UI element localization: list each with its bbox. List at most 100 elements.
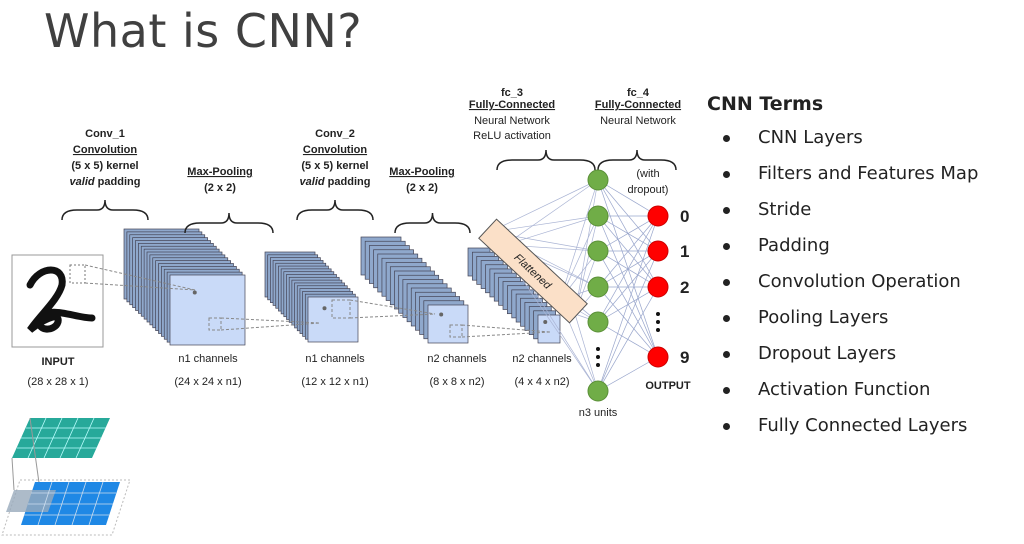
conv2-feature-maps [360, 236, 469, 344]
term-item: CNN Layers [707, 123, 978, 159]
connection [597, 215, 659, 323]
connection [597, 179, 659, 252]
svg-text:n2 channels: n2 channels [427, 353, 487, 365]
bullet-icon [723, 207, 730, 214]
svg-text:OUTPUT: OUTPUT [645, 380, 691, 392]
input-dims: (28 x 28 x 1) [27, 376, 88, 388]
svg-text:valid padding: valid padding [300, 176, 371, 188]
svg-text:(5 x 5) kernel: (5 x 5) kernel [301, 160, 368, 172]
term-label: Stride [758, 199, 812, 220]
convolution-animation-illustration [1, 417, 131, 536]
term-item: Filters and Features Map [707, 159, 978, 195]
term-label: CNN Layers [758, 127, 863, 148]
conv1-label: Conv_1 Convolution (5 x 5) kernel valid … [70, 128, 141, 188]
svg-text:n1 channels: n1 channels [178, 353, 238, 365]
svg-text:(5 x 5) kernel: (5 x 5) kernel [71, 160, 138, 172]
output-node [647, 240, 669, 262]
term-label: Activation Function [758, 379, 931, 400]
output-node [647, 205, 669, 227]
brace [61, 199, 149, 221]
output-label: 0 [680, 207, 689, 226]
svg-text:(24 x 24 x n1): (24 x 24 x n1) [174, 376, 241, 388]
input-label: INPUT [42, 356, 75, 368]
output-label: 9 [680, 348, 689, 367]
ellipsis-dot [596, 347, 600, 351]
svg-text:fc_4: fc_4 [627, 87, 650, 99]
term-label: Padding [758, 235, 830, 256]
hidden-node [587, 380, 609, 402]
connection [597, 215, 659, 252]
svg-text:ReLU activation: ReLU activation [473, 130, 551, 142]
hidden-node [587, 240, 609, 262]
term-label: Filters and Features Map [758, 163, 979, 184]
bullet-icon [723, 351, 730, 358]
svg-text:valid padding: valid padding [70, 176, 141, 188]
svg-text:(8 x 8 x n2): (8 x 8 x n2) [429, 376, 484, 388]
svg-text:Fully-Connected: Fully-Connected [469, 99, 555, 111]
svg-text:Max-Pooling: Max-Pooling [187, 166, 252, 178]
connection [597, 250, 659, 392]
term-label: Dropout Layers [758, 343, 897, 364]
output-node [647, 276, 669, 298]
ellipsis-dot [596, 363, 600, 367]
pool1-label: Max-Pooling (2 x 2) [187, 166, 252, 194]
connection [597, 250, 659, 323]
svg-text:Fully-Connected: Fully-Connected [595, 99, 681, 111]
terms-list: CNN Layers Filters and Features Map Stride… [707, 123, 978, 447]
fc4-label: fc_4 Fully-Connected Neural Network (wit… [595, 87, 681, 196]
hidden-node [587, 311, 609, 333]
terms-heading: CNN Terms [707, 93, 824, 115]
bullet-icon [723, 243, 730, 250]
layer-captions: n1 channels (24 x 24 x n1) n1 channels (… [174, 353, 691, 419]
connection [597, 286, 659, 392]
bullet-icon [723, 279, 730, 286]
term-item: Fully Connected Layers [707, 411, 978, 447]
input-image [11, 254, 104, 348]
term-item: Convolution Operation [707, 267, 978, 303]
pool2-label: Max-Pooling (2 x 2) [389, 166, 454, 194]
connection [489, 179, 599, 233]
bullet-icon [723, 171, 730, 178]
svg-text:(12 x 12 x n1): (12 x 12 x n1) [301, 376, 368, 388]
term-item: Pooling Layers [707, 303, 978, 339]
ellipsis-dot [596, 355, 600, 359]
brace [184, 212, 274, 234]
svg-text:dropout): dropout) [628, 184, 669, 196]
hidden-node [587, 205, 609, 227]
term-item: Dropout Layers [707, 339, 978, 375]
brace [597, 149, 677, 171]
connection [574, 313, 599, 392]
ellipsis-dot [656, 328, 660, 332]
svg-text:Max-Pooling: Max-Pooling [389, 166, 454, 178]
output-label: 2 [680, 278, 689, 297]
svg-text:Neural Network: Neural Network [474, 115, 550, 127]
term-label: Pooling Layers [758, 307, 889, 328]
bullet-icon [723, 387, 730, 394]
svg-text:Conv_2: Conv_2 [315, 128, 355, 140]
conv2-label: Conv_2 Convolution (5 x 5) kernel valid … [300, 128, 371, 188]
svg-text:Neural Network: Neural Network [600, 115, 676, 127]
svg-text:n1 channels: n1 channels [305, 353, 365, 365]
connection [597, 286, 659, 358]
fc3-label: fc_3 Fully-Connected Neural Network ReLU… [469, 87, 555, 142]
bullet-icon [723, 423, 730, 430]
conv1-feature-maps [123, 228, 246, 346]
output-label: 1 [680, 242, 689, 261]
svg-text:(2 x 2): (2 x 2) [204, 182, 236, 194]
svg-text:(4 x 4 x n2): (4 x 4 x n2) [514, 376, 569, 388]
svg-text:Convolution: Convolution [73, 144, 137, 156]
ellipsis-dot [656, 320, 660, 324]
connection [597, 356, 659, 392]
connection [504, 179, 599, 246]
hidden-node [587, 276, 609, 298]
connection [559, 179, 599, 301]
svg-text:(with: (with [636, 168, 659, 180]
svg-text:Convolution: Convolution [303, 144, 367, 156]
svg-text:n3 units: n3 units [579, 407, 618, 419]
ellipsis-dot [656, 312, 660, 316]
receptive-field-lines [84, 264, 551, 338]
brace [496, 149, 596, 171]
svg-text:fc_3: fc_3 [501, 87, 523, 99]
term-item: Activation Function [707, 375, 978, 411]
